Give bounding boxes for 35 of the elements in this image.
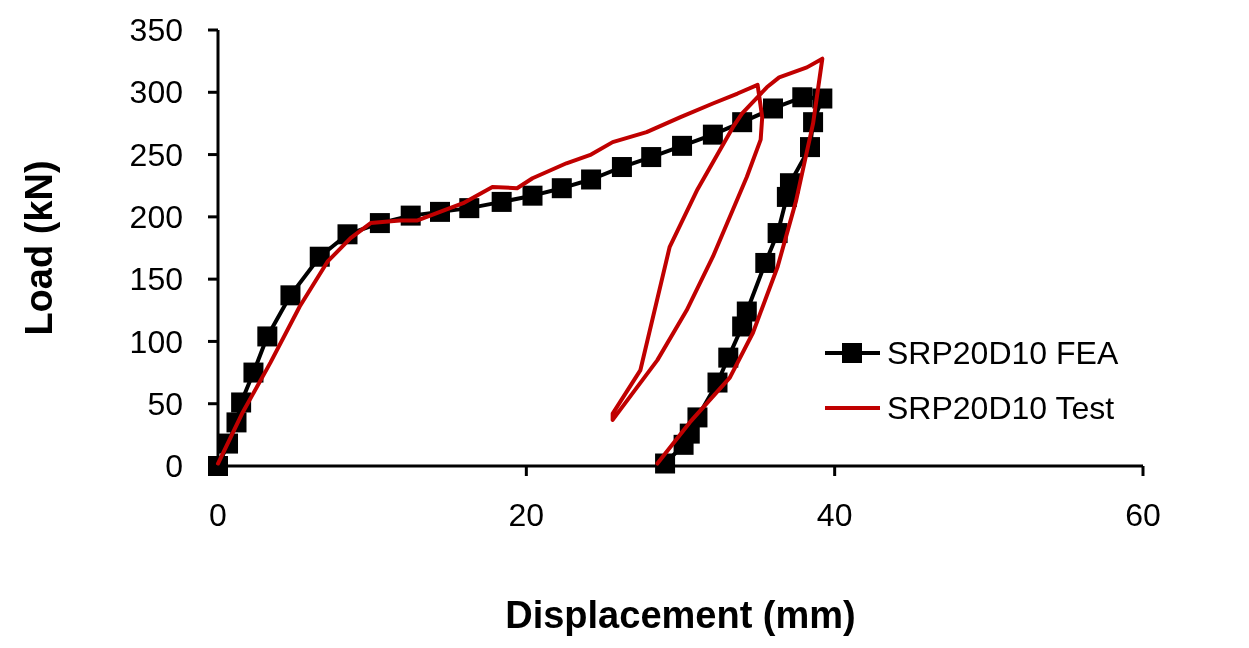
point (280, 285, 301, 306)
x-tick-label: 40 (816, 497, 853, 533)
y-tick-label: 200 (129, 199, 183, 236)
legend-label: SRP20D10 FEA (887, 335, 1119, 372)
point (611, 157, 632, 178)
point (208, 456, 228, 476)
y-tick-label: 300 (129, 74, 183, 111)
point (672, 135, 693, 156)
y-tick-label: 150 (129, 261, 183, 298)
point (702, 124, 723, 145)
x-axis-title: Displacement (mm) (505, 594, 856, 636)
point (551, 178, 572, 199)
y-tick-label: 50 (147, 385, 183, 422)
x-tick-label: 20 (508, 497, 545, 533)
point (755, 252, 776, 273)
point (673, 434, 694, 455)
point (309, 246, 330, 267)
point (641, 147, 662, 168)
point (243, 362, 264, 383)
y-tick-label: 0 (165, 448, 183, 485)
point (491, 191, 512, 212)
x-tick-label: 60 (1125, 497, 1161, 533)
point (732, 316, 753, 337)
point (257, 326, 278, 347)
legend-label: SRP20D10 Test (887, 390, 1115, 427)
point (763, 98, 783, 119)
y-axis-title: Load (kN) (18, 160, 60, 336)
point (792, 87, 813, 108)
point (581, 169, 602, 190)
y-tick-label: 350 (129, 12, 183, 49)
y-tick-label: 100 (129, 323, 183, 360)
point (522, 185, 543, 206)
point (718, 347, 739, 368)
y-tick-label: 250 (129, 136, 183, 173)
x-tick-label: 0 (209, 497, 227, 533)
